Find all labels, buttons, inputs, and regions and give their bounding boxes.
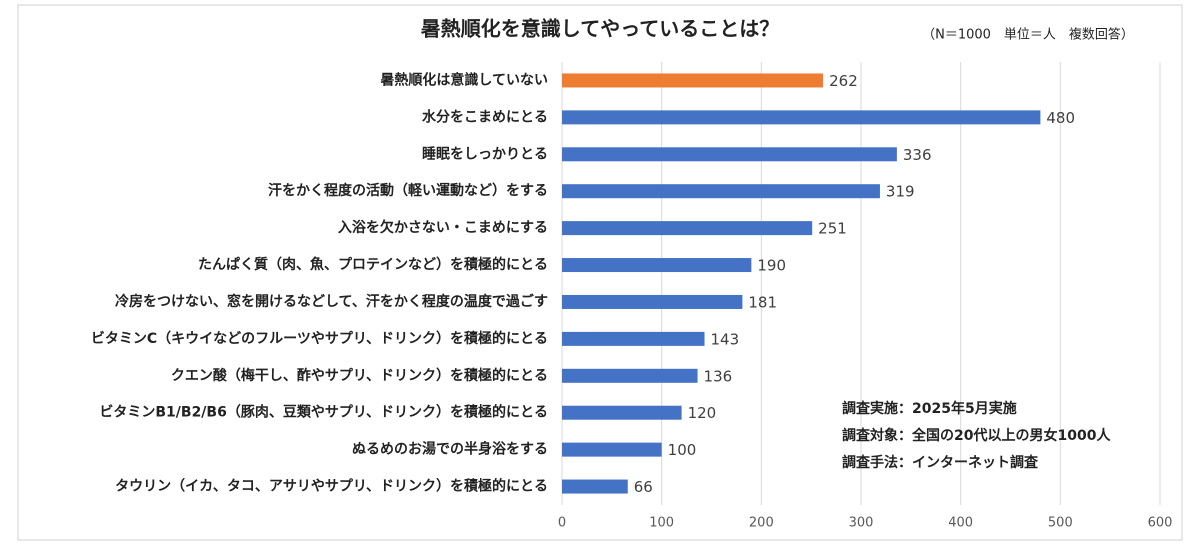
bar bbox=[562, 368, 698, 383]
x-tick-label: 200 bbox=[749, 516, 774, 531]
category-label: ビタミンC（キウイなどのフルーツやサプリ、ドリンク）を積極的にとる bbox=[91, 330, 548, 347]
note: 調査手法：インターネット調査 bbox=[842, 454, 1039, 471]
x-tick-label: 500 bbox=[1048, 516, 1073, 531]
value-label: 190 bbox=[757, 257, 786, 275]
category-label: 水分をこまめにとる bbox=[422, 108, 548, 125]
bar bbox=[562, 405, 682, 420]
x-tick-label: 600 bbox=[1148, 516, 1173, 531]
category-label: ビタミンB1/B2/B6（豚肉、豆類やサプリ、ドリンク）を積極的にとる bbox=[99, 404, 548, 421]
note: 調査実施：2025年5月実施 bbox=[842, 400, 1017, 417]
category-label: 入浴を欠かさない・こまめにする bbox=[338, 219, 548, 236]
category-label: タウリン（イカ、タコ、アサリやサプリ、ドリンク）を積極的にとる bbox=[115, 478, 548, 495]
value-label: 262 bbox=[829, 72, 858, 90]
category-label: 睡眠をしっかりとる bbox=[422, 146, 548, 162]
category-label: 汗をかく程度の活動（軽い運動など）をする bbox=[268, 182, 548, 199]
value-label: 66 bbox=[634, 478, 653, 496]
bar bbox=[562, 147, 897, 162]
note: 調査対象：全国の20代以上の男女1000人 bbox=[842, 427, 1111, 444]
value-label: 120 bbox=[688, 404, 717, 422]
bar bbox=[562, 331, 705, 346]
value-label: 251 bbox=[818, 220, 847, 238]
bar bbox=[562, 221, 813, 236]
bar bbox=[562, 184, 880, 199]
bar bbox=[562, 294, 743, 309]
chart-title: 暑熱順化を意識してやっていることは？ bbox=[421, 17, 779, 41]
category-label: ぬるめのお湯での半身浴をする bbox=[352, 441, 548, 458]
category-label: 冷房をつけない、窓を開けるなどして、汗をかく程度の温度で過ごす bbox=[115, 293, 548, 310]
x-tick-label: 400 bbox=[948, 516, 973, 531]
bar bbox=[562, 258, 752, 273]
bar bbox=[562, 479, 628, 494]
value-label: 480 bbox=[1046, 109, 1075, 127]
value-label: 181 bbox=[748, 293, 777, 311]
category-label: たんぱく質（肉、魚、プロテインなど）を積極的にとる bbox=[198, 256, 548, 273]
bar bbox=[562, 442, 662, 457]
category-label: クエン酸（梅干し、酢やサプリ、ドリンク）を積極的にとる bbox=[171, 367, 548, 384]
x-tick-label: 300 bbox=[849, 516, 874, 531]
chart-subtitle: （N＝1000 単位＝人 複数回答） bbox=[922, 27, 1134, 43]
x-tick-label: 0 bbox=[558, 516, 566, 531]
value-label: 336 bbox=[903, 146, 932, 164]
bar bbox=[562, 73, 824, 88]
category-label: 暑熱順化は意識していない bbox=[380, 71, 548, 88]
value-label: 136 bbox=[704, 367, 733, 385]
value-label: 143 bbox=[711, 330, 740, 348]
value-label: 100 bbox=[668, 441, 697, 459]
value-label: 319 bbox=[886, 183, 915, 201]
x-tick-label: 100 bbox=[649, 516, 674, 531]
bar bbox=[562, 110, 1041, 125]
